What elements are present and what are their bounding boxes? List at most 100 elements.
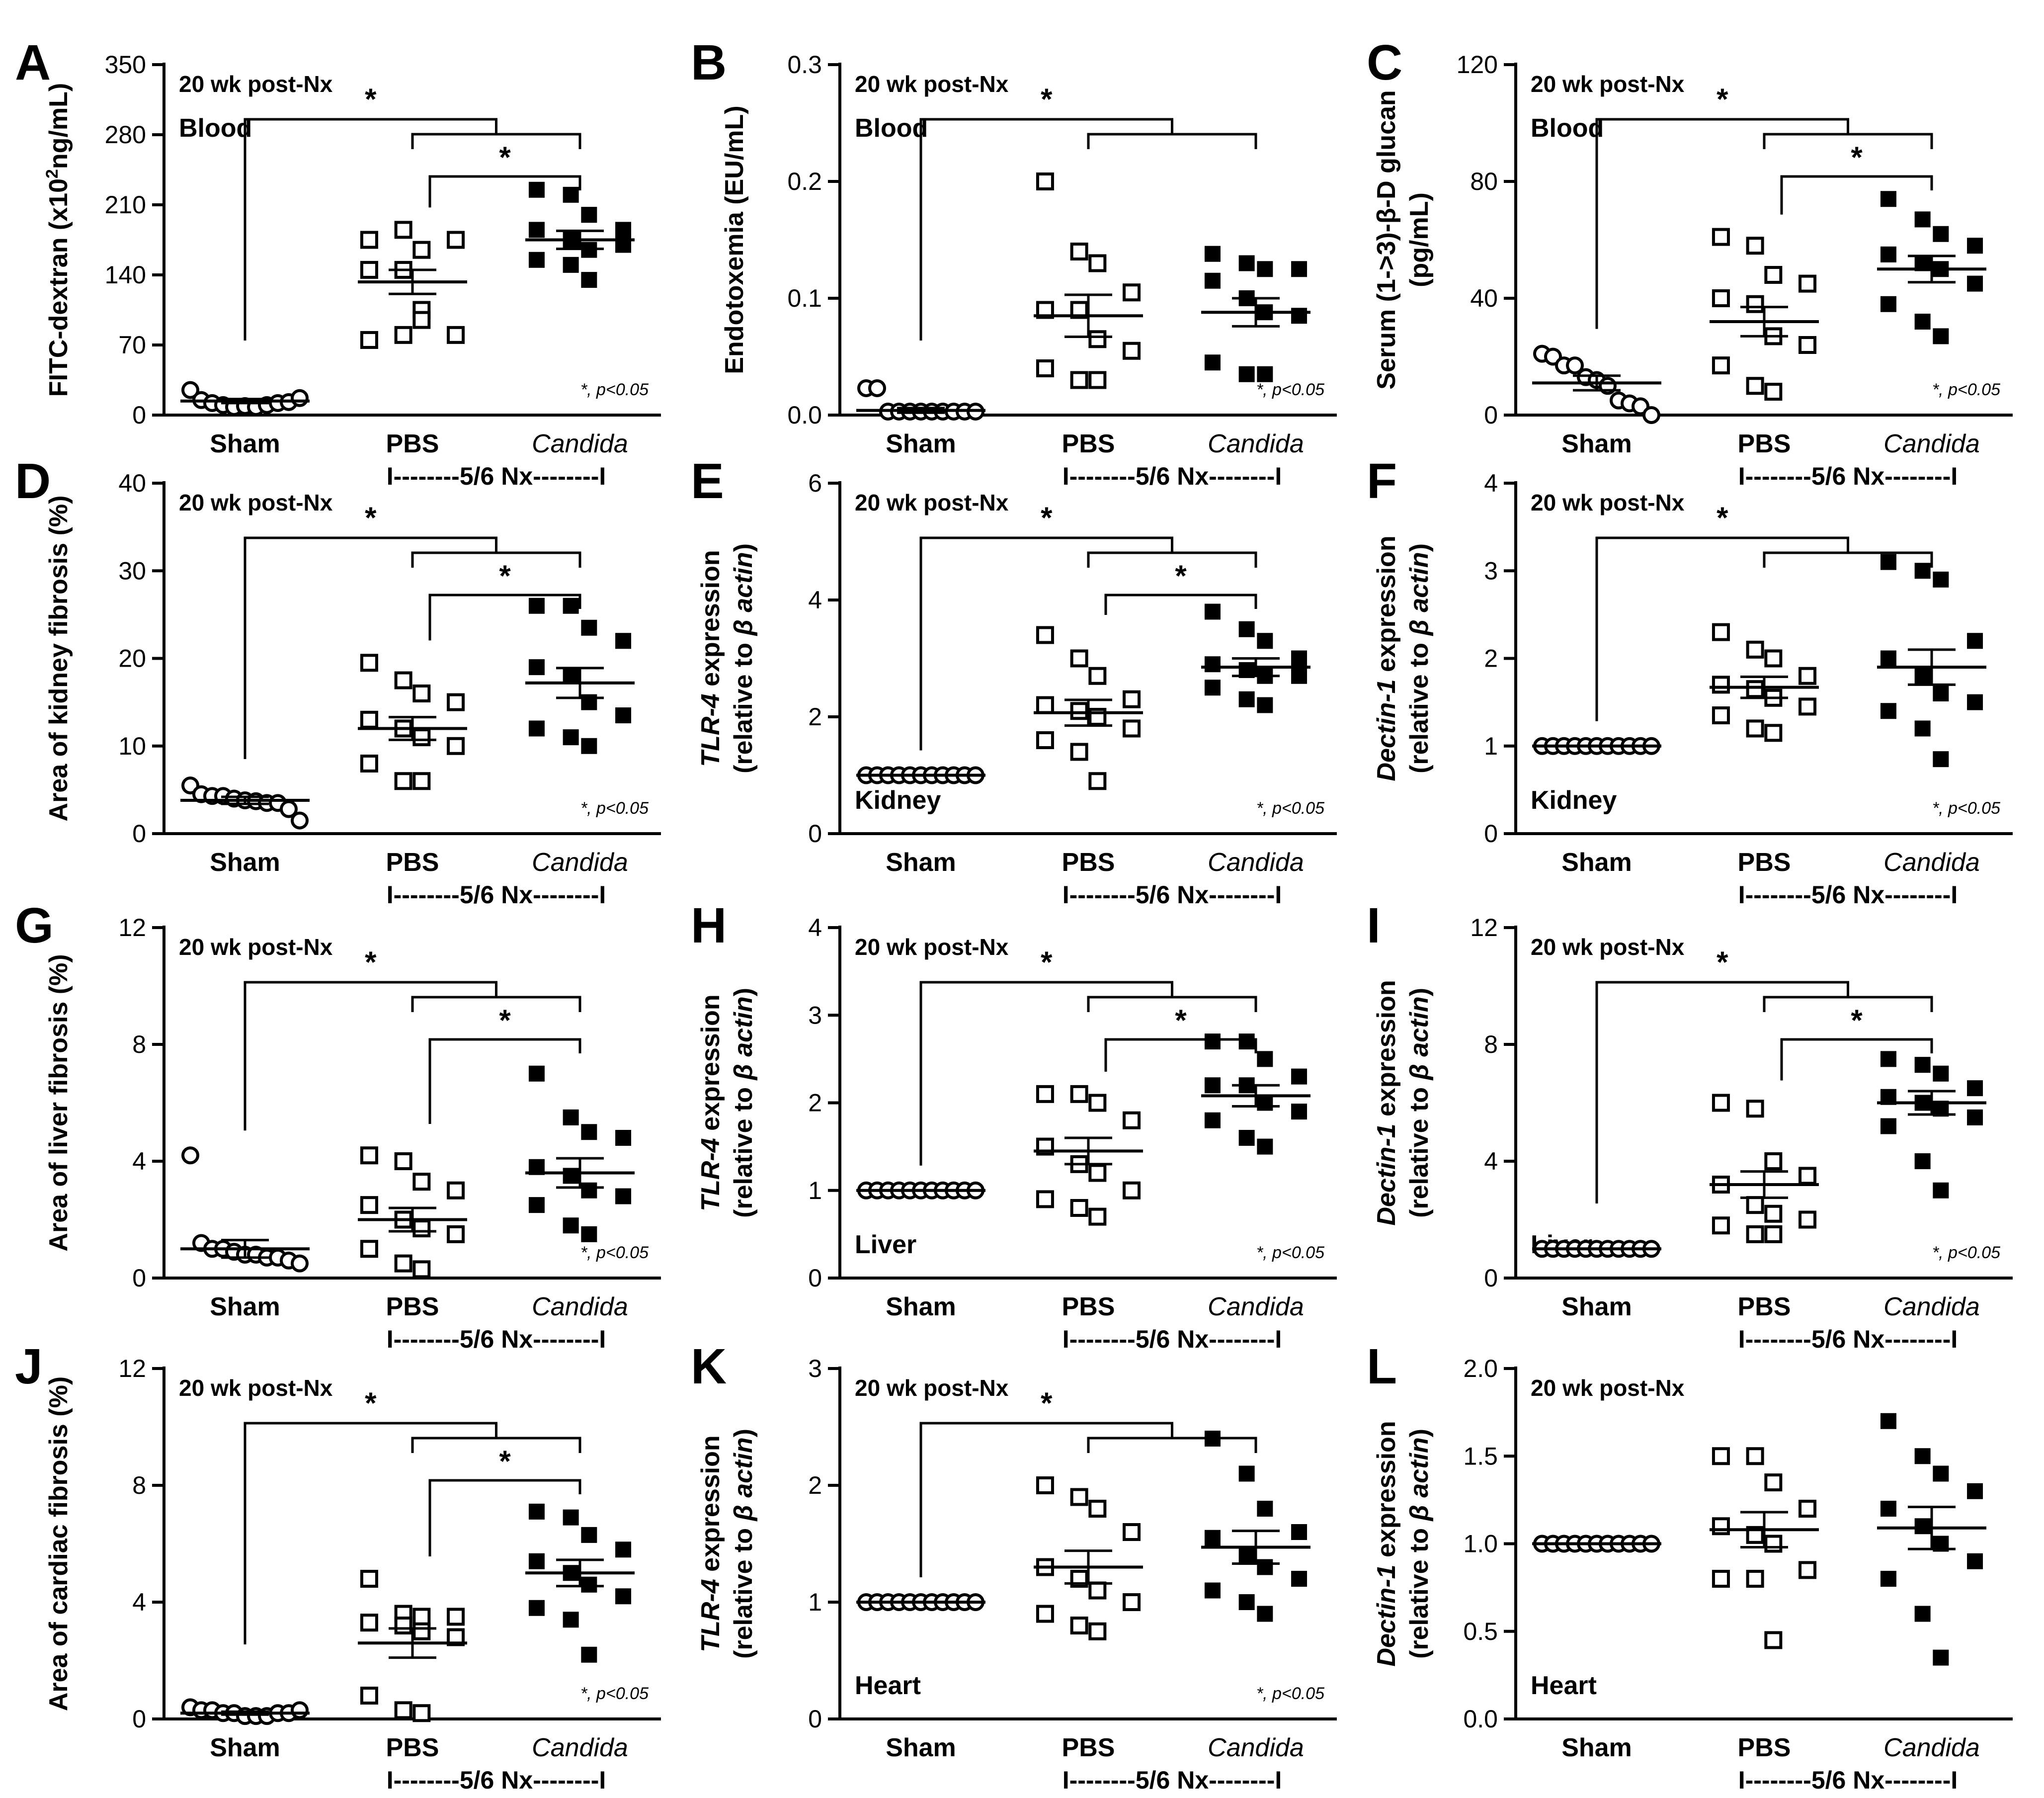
data-point [447, 1608, 465, 1626]
y-tick-label: 12 [1470, 914, 1498, 942]
data-point [528, 1600, 545, 1616]
data-point [581, 1124, 597, 1140]
data-point [1123, 342, 1141, 360]
y-tick-label: 1.5 [1463, 1442, 1498, 1470]
data-point [1967, 1483, 1983, 1499]
data-point [1914, 1518, 1931, 1535]
data-point [1880, 554, 1896, 570]
significance-star: * [1041, 83, 1053, 116]
data-point [291, 1701, 309, 1719]
data-point [412, 1608, 431, 1626]
data-point [360, 331, 378, 349]
significance-note: *, p<0.05 [580, 380, 649, 399]
panel-e: E 0 2 4 6 TLR-4 expression(relative to β acti… [691, 453, 1337, 909]
data-point [360, 1146, 378, 1165]
y-tick-label: 0 [808, 1264, 822, 1292]
y-tick-label: 10 [118, 732, 146, 760]
significance-star: * [1041, 1386, 1053, 1420]
x-category-label: Candida [1208, 429, 1304, 458]
y-tick-label: 12 [118, 1355, 146, 1382]
y-axis-label-part: (relative to [1405, 636, 1434, 773]
y-axis-label-part: expression [1372, 980, 1401, 1123]
data-point [1967, 633, 1983, 649]
data-point [1933, 751, 1949, 768]
y-tick-label: 0 [1484, 401, 1498, 429]
data-point [868, 379, 886, 397]
data-point [394, 671, 412, 689]
y-tick-label: 2.0 [1463, 1355, 1498, 1382]
data-point [1291, 1068, 1308, 1085]
data-point [1764, 1152, 1783, 1170]
data-point [1088, 772, 1107, 790]
data-point [1257, 697, 1273, 713]
y-axis-label-part: expression [696, 994, 725, 1138]
data-point [360, 654, 378, 672]
x-category-label: Candida [1883, 1733, 1980, 1762]
significance-star: * [499, 1445, 511, 1478]
data-point [1123, 1111, 1141, 1129]
data-point [1204, 272, 1221, 289]
significance-bracket [919, 118, 1173, 341]
x-category-label: Sham [886, 1292, 956, 1321]
x-category-label: Sham [1561, 1733, 1632, 1762]
data-point [360, 755, 378, 772]
significance-note: *, p<0.05 [580, 1243, 649, 1262]
data-point [1914, 668, 1931, 684]
data-point [1070, 1199, 1088, 1217]
data-point [528, 720, 545, 737]
y-axis-label-part: Endotoxemia (EU/mL) [720, 105, 749, 374]
y-tick-label: 3 [808, 1001, 822, 1029]
timepoint-annotation: 20 wk post-Nx [179, 1375, 333, 1401]
significance-bracket-group [1087, 133, 1257, 149]
data-point [1238, 691, 1255, 707]
y-tick-label: 3 [808, 1355, 822, 1382]
data-point [563, 598, 579, 614]
data-point [1712, 289, 1730, 307]
significance-star: * [1041, 501, 1053, 534]
y-axis-label: Dectin-1 expression(relative to β actin) [1372, 535, 1434, 781]
y-tick-label: 4 [808, 586, 822, 614]
data-point [1746, 680, 1764, 698]
data-point [1088, 330, 1107, 348]
x-category-label: PBS [386, 429, 439, 458]
y-axis-label-part: expression [696, 1435, 725, 1579]
data-point [412, 311, 431, 329]
data-point [1088, 371, 1107, 389]
data-point [563, 729, 579, 746]
y-tick-label: 1 [808, 1588, 822, 1616]
data-point [1712, 1517, 1730, 1536]
x-category-label: Candida [532, 1292, 628, 1321]
y-axis-label-part: ) [1405, 988, 1434, 996]
panel-i: I 0 4 8 12 Dectin-1 expression(relative to β … [1367, 898, 2013, 1353]
data-point [1764, 266, 1783, 284]
data-point [1914, 314, 1931, 330]
data-point [615, 222, 632, 238]
significance-bracket [1104, 594, 1257, 615]
y-axis-label-part: TLR-4 [696, 1138, 725, 1211]
data-point [1123, 719, 1141, 738]
tissue-label: Heart [1531, 1671, 1597, 1700]
significance-bracket-group [1763, 996, 1933, 1012]
data-point [1204, 1112, 1221, 1128]
data-point [1712, 1094, 1730, 1112]
data-point [1712, 1216, 1730, 1235]
data-point [1746, 1196, 1764, 1214]
timepoint-annotation: 20 wk post-Nx [1531, 934, 1685, 960]
data-point [412, 1219, 431, 1238]
y-tick-label: 0 [132, 820, 146, 848]
x-category-label: Candida [1208, 848, 1304, 877]
data-point [1933, 1465, 1949, 1482]
significance-bracket-group [1087, 996, 1257, 1012]
y-axis-label-part: (relative to [1405, 1080, 1434, 1218]
data-point [1799, 1500, 1817, 1518]
data-point [563, 1168, 579, 1184]
y-axis-label-part: Area of liver fibrosis (%) [44, 954, 73, 1251]
significance-star: * [1851, 141, 1863, 174]
data-point [1746, 719, 1764, 738]
data-point [1914, 211, 1931, 228]
data-point [447, 1225, 465, 1243]
x-category-label: Sham [886, 429, 956, 458]
data-point [1642, 406, 1660, 424]
x-category-label: Sham [1561, 848, 1632, 877]
data-point [528, 1197, 545, 1213]
